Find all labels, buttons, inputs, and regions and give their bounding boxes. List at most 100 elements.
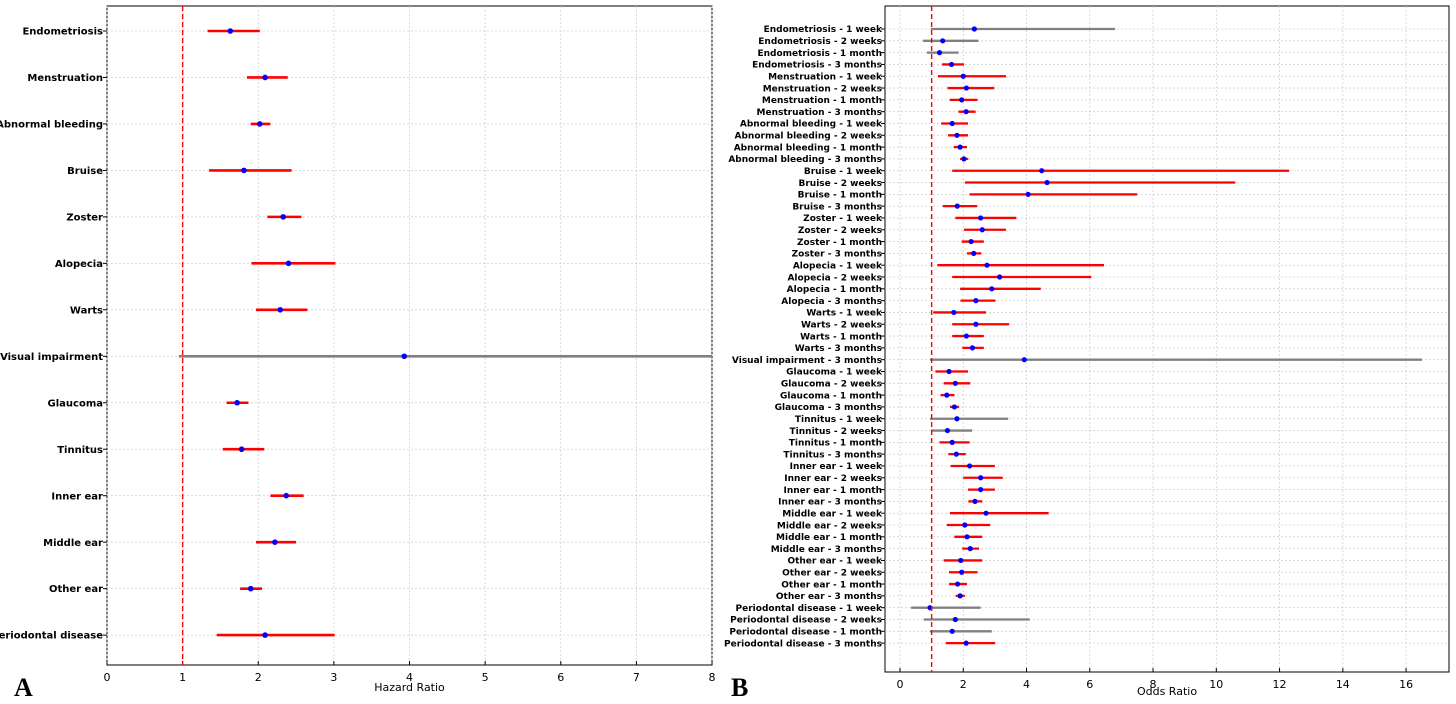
x-tick-label: 2 <box>960 678 967 691</box>
row-label: Abnormal bleeding - 1 month <box>734 143 882 153</box>
row-label: Abnormal bleeding - 3 months <box>728 155 882 165</box>
point-estimate <box>954 416 960 422</box>
point-estimate <box>967 546 973 552</box>
row-label: Inner ear - 1 week <box>790 462 883 472</box>
point-estimate <box>234 399 240 406</box>
x-tick-label: 1 <box>179 671 186 684</box>
row-label: Glaucoma - 3 months <box>775 403 882 413</box>
point-estimate <box>954 581 961 587</box>
row-label: Menstruation <box>27 73 103 84</box>
x-tick-label: 4 <box>1023 678 1030 691</box>
x-tick-label: 8 <box>1150 678 1157 691</box>
row-label: Bruise - 1 month <box>798 191 882 201</box>
row-label: Menstruation - 3 months <box>757 108 882 118</box>
point-estimate <box>997 274 1003 280</box>
point-estimate <box>962 522 968 528</box>
chart-panel-a: 0 1 2 3 4 5 6 7 8 Endometriosis Menstruation Abnorm… <box>0 5 716 702</box>
point-estimate <box>949 439 955 445</box>
row-label: Endometriosis - 1 week <box>764 25 883 35</box>
point-estimate <box>1039 168 1045 174</box>
x-tick-label: 7 <box>633 671 640 684</box>
row-label: Middle ear - 2 weeks <box>777 521 882 531</box>
point-estimate <box>949 120 955 127</box>
point-estimate <box>971 250 977 256</box>
point-estimate <box>957 144 963 150</box>
point-estimate <box>961 156 967 162</box>
row-label: Other ear <box>49 584 103 595</box>
x-tick-label: 10 <box>1209 678 1223 691</box>
row-label: Alopecia <box>55 259 103 270</box>
row-label: Middle ear - 1 week <box>782 509 883 519</box>
row-label: Tinnitus - 2 weeks <box>790 427 882 437</box>
point-estimate <box>272 539 278 545</box>
row-label: Periodontal disease - 1 week <box>736 604 883 614</box>
point-estimate <box>964 534 970 540</box>
point-estimate <box>958 557 964 564</box>
row-label: Middle ear - 3 months <box>771 545 882 555</box>
row-label: Endometriosis - 3 months <box>752 61 882 71</box>
row-label: Inner ear - 1 month <box>783 486 882 496</box>
x-tick-label: 16 <box>1399 678 1413 691</box>
panel-letter: A <box>14 673 33 702</box>
point-estimate <box>1021 357 1027 363</box>
x-tick-label: 3 <box>330 671 337 684</box>
row-label: Tinnitus - 1 week <box>795 415 883 425</box>
point-estimate <box>963 333 970 339</box>
row-label: Glaucoma - 2 weeks <box>781 380 882 390</box>
row-label: Periodontal disease <box>0 631 103 642</box>
point-estimate <box>277 307 283 313</box>
point-estimate <box>262 74 268 81</box>
point-estimate <box>969 345 976 351</box>
row-label: Glaucoma <box>48 398 103 409</box>
x-tick-label: 6 <box>1086 678 1093 691</box>
row-label: Warts - 3 months <box>795 344 882 354</box>
x-tick-label: 14 <box>1336 678 1350 691</box>
row-label: Endometriosis - 1 month <box>757 49 882 59</box>
row-label: Zoster - 1 week <box>803 214 883 224</box>
point-estimate <box>241 167 247 174</box>
x-tick-label: 4 <box>406 671 413 684</box>
row-label: Zoster - 3 months <box>792 250 882 260</box>
row-label: Inner ear - 3 months <box>778 498 882 508</box>
point-estimate <box>973 298 979 304</box>
row-label: Alopecia - 1 month <box>787 285 882 295</box>
x-tick-label: 0 <box>897 678 904 691</box>
row-label: Inner ear - 2 weeks <box>784 474 882 484</box>
point-estimate <box>936 50 943 56</box>
point-estimate <box>280 214 287 220</box>
row-label: Alopecia - 2 weeks <box>787 273 882 283</box>
x-tick-label: 0 <box>104 671 111 684</box>
point-estimate <box>984 262 990 268</box>
row-label: Warts - 2 weeks <box>801 320 882 330</box>
point-estimate <box>247 585 254 592</box>
point-estimate <box>978 215 984 221</box>
row-label: Endometriosis - 2 weeks <box>758 37 882 47</box>
point-estimate <box>979 227 985 233</box>
point-estimate <box>1044 179 1050 186</box>
point-estimate <box>256 121 263 127</box>
point-estimate <box>978 475 984 481</box>
row-label: Bruise - 1 week <box>804 167 883 177</box>
row-label: Zoster <box>66 212 103 223</box>
row-label: Warts <box>70 305 103 316</box>
point-estimate <box>951 309 957 316</box>
point-estimate <box>954 203 960 209</box>
point-estimate <box>972 498 978 504</box>
row-label: Abnormal bleeding - 2 weeks <box>735 132 882 142</box>
row-label: Warts - 1 month <box>800 332 882 342</box>
row-label: Menstruation - 1 month <box>762 96 882 106</box>
x-tick-label: 12 <box>1273 678 1287 691</box>
point-estimate <box>973 321 979 327</box>
row-label: Menstruation - 2 weeks <box>763 84 882 94</box>
row-label: Visual impairment <box>0 352 103 363</box>
row-label: Warts - 1 week <box>806 309 883 319</box>
row-label: Zoster - 1 month <box>797 238 882 248</box>
point-estimate <box>954 132 960 138</box>
point-estimate <box>971 26 977 32</box>
point-estimate <box>952 616 958 623</box>
point-estimate <box>989 286 995 292</box>
point-estimate <box>957 593 963 599</box>
row-label: Visual impairment - 3 months <box>732 356 882 366</box>
row-label: Zoster - 2 weeks <box>798 226 882 236</box>
